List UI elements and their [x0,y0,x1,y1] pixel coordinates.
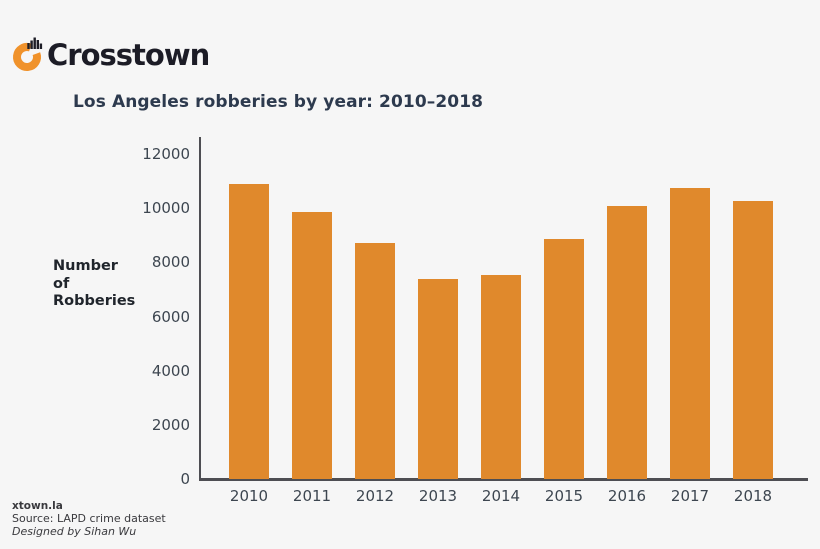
bar-2018 [733,201,773,479]
y-axis-tick-labels: 12000 10000 8000 6000 4000 2000 0 [60,145,190,488]
x-tick-label: 2016 [607,487,647,505]
bar-2011 [292,212,332,479]
y-axis-line [199,137,201,480]
x-tick-label: 2013 [418,487,458,505]
y-tick-label: 4000 [151,361,190,380]
brand-wordmark: Crosstown [47,38,210,72]
footer: xtown.la Source: LAPD crime dataset Desi… [12,500,166,538]
y-tick-label: 0 [180,470,190,488]
x-axis-line [199,478,808,481]
bar-2013 [418,278,458,479]
y-axis-title: Number of Robberies [53,258,136,309]
bar-2014 [481,274,521,479]
crosstown-logo-icon [13,37,43,71]
x-tick-label: 2012 [355,487,395,505]
y-tick-label: 8000 [151,253,190,272]
x-axis-tick-labels: 2010 2011 2012 2013 2014 2015 2016 2017 2018 [201,487,807,505]
x-tick-label: 2015 [544,487,584,505]
chart-title: Los Angeles robberies by year: 2010–2018 [73,92,484,112]
y-tick-label: 6000 [151,307,190,326]
footer-source: Source: LAPD crime dataset [12,512,166,525]
bar-2012 [355,243,395,479]
x-tick-label: 2018 [733,487,773,505]
bar-2016 [607,205,647,479]
footer-site: xtown.la [12,500,63,512]
x-tick-label: 2014 [481,487,521,505]
y-tick-label: 2000 [151,415,190,434]
bar-2015 [544,239,584,479]
x-tick-label: 2017 [670,487,710,505]
logo-c-ring [13,43,41,71]
x-tick-label: 2011 [292,487,332,505]
x-tick-label: 2010 [229,487,269,505]
logo-mini-barchart [27,37,43,49]
bar-2010 [229,183,269,479]
bars-container [201,154,807,479]
footer-credit: Designed by Sihan Wu [12,524,137,538]
y-tick-label: 10000 [142,199,190,218]
bar-2017 [670,187,710,479]
y-tick-label: 12000 [142,145,190,163]
